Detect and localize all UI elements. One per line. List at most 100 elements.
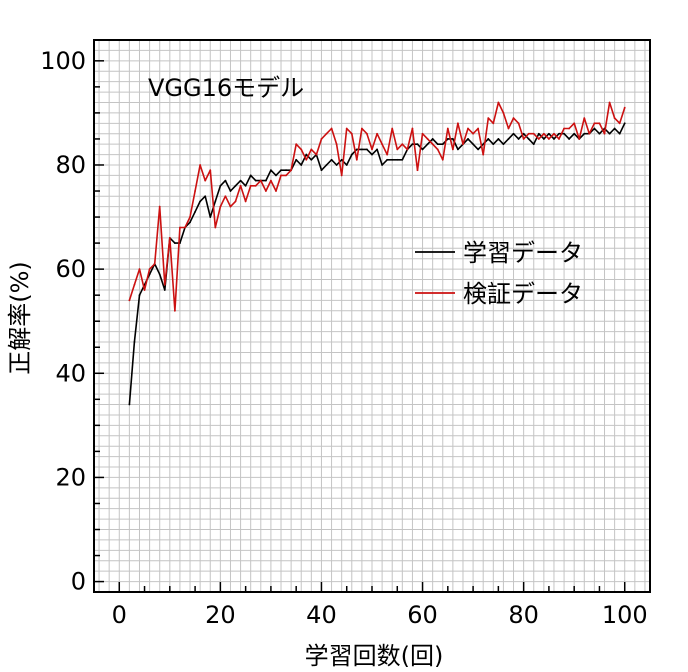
y-tick-label: 0 — [71, 568, 86, 596]
data-point — [411, 143, 414, 146]
data-point — [618, 122, 621, 125]
y-tick-label: 20 — [55, 463, 86, 491]
data-point — [401, 143, 404, 146]
x-tick-label: 60 — [407, 601, 438, 629]
data-point — [477, 127, 480, 130]
data-point — [532, 143, 535, 146]
data-point — [371, 153, 373, 156]
data-point — [512, 117, 515, 120]
data-point — [451, 148, 454, 151]
data-point — [553, 138, 555, 140]
data-point — [158, 205, 161, 208]
legend-label-train: 学習データ — [463, 239, 583, 267]
grid — [94, 39, 650, 593]
data-point — [391, 127, 394, 130]
data-point — [431, 143, 434, 146]
data-point — [563, 132, 565, 135]
data-point — [285, 169, 287, 172]
data-point — [568, 127, 571, 130]
data-point — [280, 174, 282, 177]
data-point — [542, 138, 545, 140]
x-tick-label: 80 — [508, 601, 539, 629]
data-point — [295, 143, 298, 146]
data-point — [623, 122, 626, 125]
data-point — [244, 184, 247, 187]
data-point — [350, 153, 353, 156]
data-point — [467, 138, 469, 140]
data-point — [366, 148, 368, 151]
data-point — [522, 132, 525, 135]
data-point — [254, 184, 257, 187]
data-point — [340, 158, 343, 161]
data-point — [527, 132, 530, 135]
data-point — [598, 132, 601, 135]
data-point — [290, 169, 293, 172]
data-point — [563, 127, 565, 130]
data-point — [537, 138, 540, 140]
data-point — [446, 138, 449, 140]
data-point — [618, 132, 621, 135]
data-point — [310, 158, 313, 161]
data-point — [275, 174, 277, 177]
series-train — [128, 122, 626, 406]
data-point — [507, 138, 510, 140]
y-axis-label: 正解率(%) — [6, 261, 34, 375]
tick-labels: 0 20 40 60 80 100 0 20 40 60 80 100 — [40, 47, 647, 629]
data-point — [138, 294, 141, 297]
data-point — [173, 242, 176, 244]
data-point — [608, 101, 611, 104]
data-point — [451, 138, 454, 140]
chart-title: VGG16モデル — [148, 74, 304, 102]
data-point — [406, 148, 409, 151]
data-point — [416, 143, 419, 146]
data-point — [305, 153, 308, 156]
data-point — [138, 268, 141, 271]
x-tick-label: 40 — [306, 601, 337, 629]
data-point — [573, 122, 576, 125]
data-point — [310, 148, 313, 151]
data-point — [168, 236, 171, 239]
data-point — [153, 263, 156, 265]
data-point — [482, 143, 485, 146]
data-point — [194, 190, 196, 192]
data-point — [194, 210, 196, 213]
series-val — [128, 101, 626, 312]
data-point — [366, 132, 368, 135]
data-point — [173, 309, 176, 312]
data-point — [457, 148, 459, 151]
data-point — [396, 148, 399, 151]
data-point — [249, 184, 252, 187]
data-point — [568, 138, 571, 140]
x-tick-label: 20 — [205, 601, 236, 629]
data-point — [199, 200, 202, 203]
data-point — [482, 153, 485, 156]
data-point — [613, 127, 616, 130]
data-point — [421, 148, 424, 151]
data-point — [249, 174, 252, 177]
y-tick-label: 40 — [55, 359, 86, 387]
data-point — [330, 158, 333, 161]
data-point — [401, 158, 404, 161]
data-point — [578, 138, 581, 140]
data-point — [386, 158, 389, 161]
y-tick-label: 80 — [55, 151, 86, 179]
data-point — [163, 283, 166, 286]
data-point — [234, 200, 237, 203]
legend: 学習データ 検証データ — [415, 239, 583, 308]
data-point — [467, 127, 469, 130]
data-point — [345, 164, 348, 166]
data-point — [457, 122, 459, 125]
data-point — [340, 174, 343, 177]
data-point — [189, 216, 191, 218]
data-point — [487, 138, 490, 140]
data-point — [209, 216, 212, 218]
data-point — [386, 153, 389, 156]
data-point — [426, 143, 429, 146]
data-point — [553, 132, 555, 135]
data-point — [522, 138, 525, 140]
data-point — [613, 117, 616, 120]
data-point — [234, 184, 237, 187]
data-point — [462, 143, 464, 146]
data-point — [184, 226, 186, 229]
data-point — [598, 122, 601, 125]
